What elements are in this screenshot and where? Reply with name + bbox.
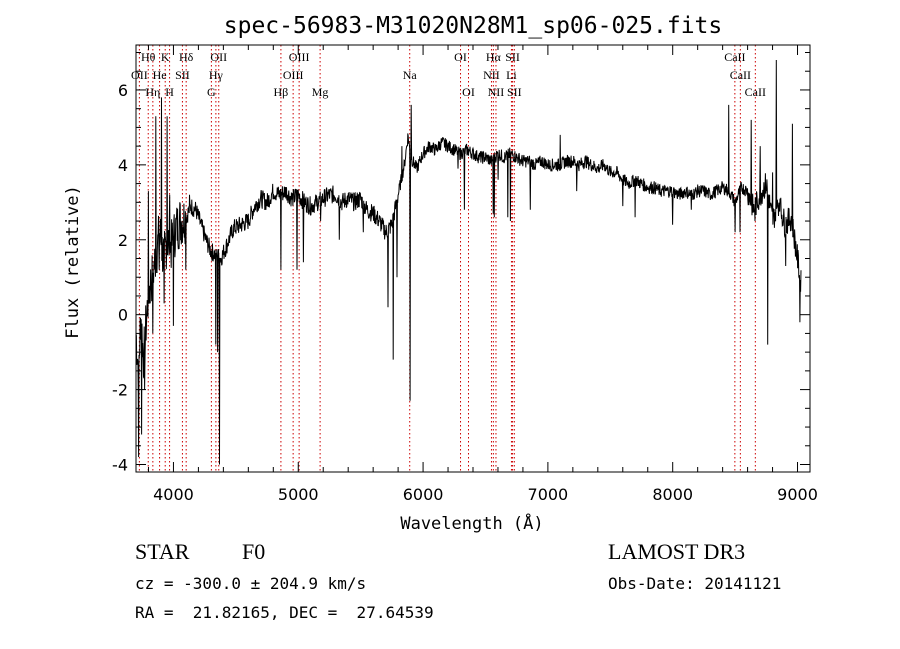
line-label-11: SII xyxy=(175,68,190,82)
line-label-1: K xyxy=(161,50,170,64)
y-tick-label-1: -2 xyxy=(112,381,128,400)
line-label-0: Hθ xyxy=(141,50,156,64)
y-tick-label-3: 2 xyxy=(118,231,128,250)
line-label-7: SII xyxy=(505,50,520,64)
line-label-19: H xyxy=(165,85,174,99)
line-label-9: OII xyxy=(131,68,148,82)
line-label-5: OI xyxy=(454,50,467,64)
line-label-16: Li xyxy=(506,68,517,82)
observation-date: Obs-Date: 20141121 xyxy=(608,574,782,593)
line-label-10: He xyxy=(153,68,167,82)
x-axis-label: Wavelength (Å) xyxy=(400,512,543,534)
line-label-15: NII xyxy=(483,68,500,82)
y-axis-label: Flux (relative) xyxy=(63,185,83,339)
x-tick-label-2: 6000 xyxy=(403,485,444,504)
survey-name: LAMOST DR3 xyxy=(608,539,746,564)
line-label-21: Hβ xyxy=(274,85,289,99)
line-label-12: Hγ xyxy=(209,68,224,82)
x-tick-label-1: 5000 xyxy=(278,485,319,504)
line-label-3: OII xyxy=(210,50,227,64)
line-label-8: CaII xyxy=(724,50,745,64)
line-label-26: CaII xyxy=(745,85,766,99)
object-subclass: F0 xyxy=(242,539,266,564)
x-tick-label-4: 8000 xyxy=(652,485,693,504)
chart-title: spec-56983-M31020N28M1_sp06-025.fits xyxy=(224,13,723,39)
coordinates: RA = 21.82165, DEC = 27.64539 xyxy=(135,603,434,622)
line-label-4: OIII xyxy=(289,50,310,64)
spectrum-line xyxy=(135,59,802,465)
line-label-23: OI xyxy=(462,85,475,99)
y-tick-label-2: 0 xyxy=(118,306,128,325)
plot-frame xyxy=(135,44,811,473)
spectrum-series xyxy=(135,59,802,465)
x-tick-label-3: 7000 xyxy=(528,485,569,504)
y-tick-label-4: 4 xyxy=(118,156,128,175)
line-marker-group xyxy=(138,45,756,472)
line-label-17: CaII xyxy=(730,68,751,82)
line-label-14: Na xyxy=(403,68,418,82)
line-label-25: SII xyxy=(507,85,522,99)
line-label-6: Hα xyxy=(486,50,502,64)
axes: 4000 5000 6000 7000 8000 9000 -4 -2 0 2 4 6 xyxy=(112,45,818,504)
line-label-18: Hη xyxy=(145,85,160,99)
redshift-cz: cz = -300.0 ± 204.9 km/s xyxy=(135,574,367,593)
y-tick-label-0: -4 xyxy=(112,456,128,475)
object-class: STAR xyxy=(135,539,190,564)
line-label-24: NII xyxy=(488,85,505,99)
line-label-22: Mg xyxy=(312,85,329,99)
line-label-20: G xyxy=(207,85,216,99)
y-tick-label-5: 6 xyxy=(118,81,128,100)
line-label-13: OIII xyxy=(283,68,304,82)
x-tick-label-0: 4000 xyxy=(153,485,194,504)
x-tick-label-5: 9000 xyxy=(777,485,818,504)
line-label-2: Hδ xyxy=(179,50,194,64)
